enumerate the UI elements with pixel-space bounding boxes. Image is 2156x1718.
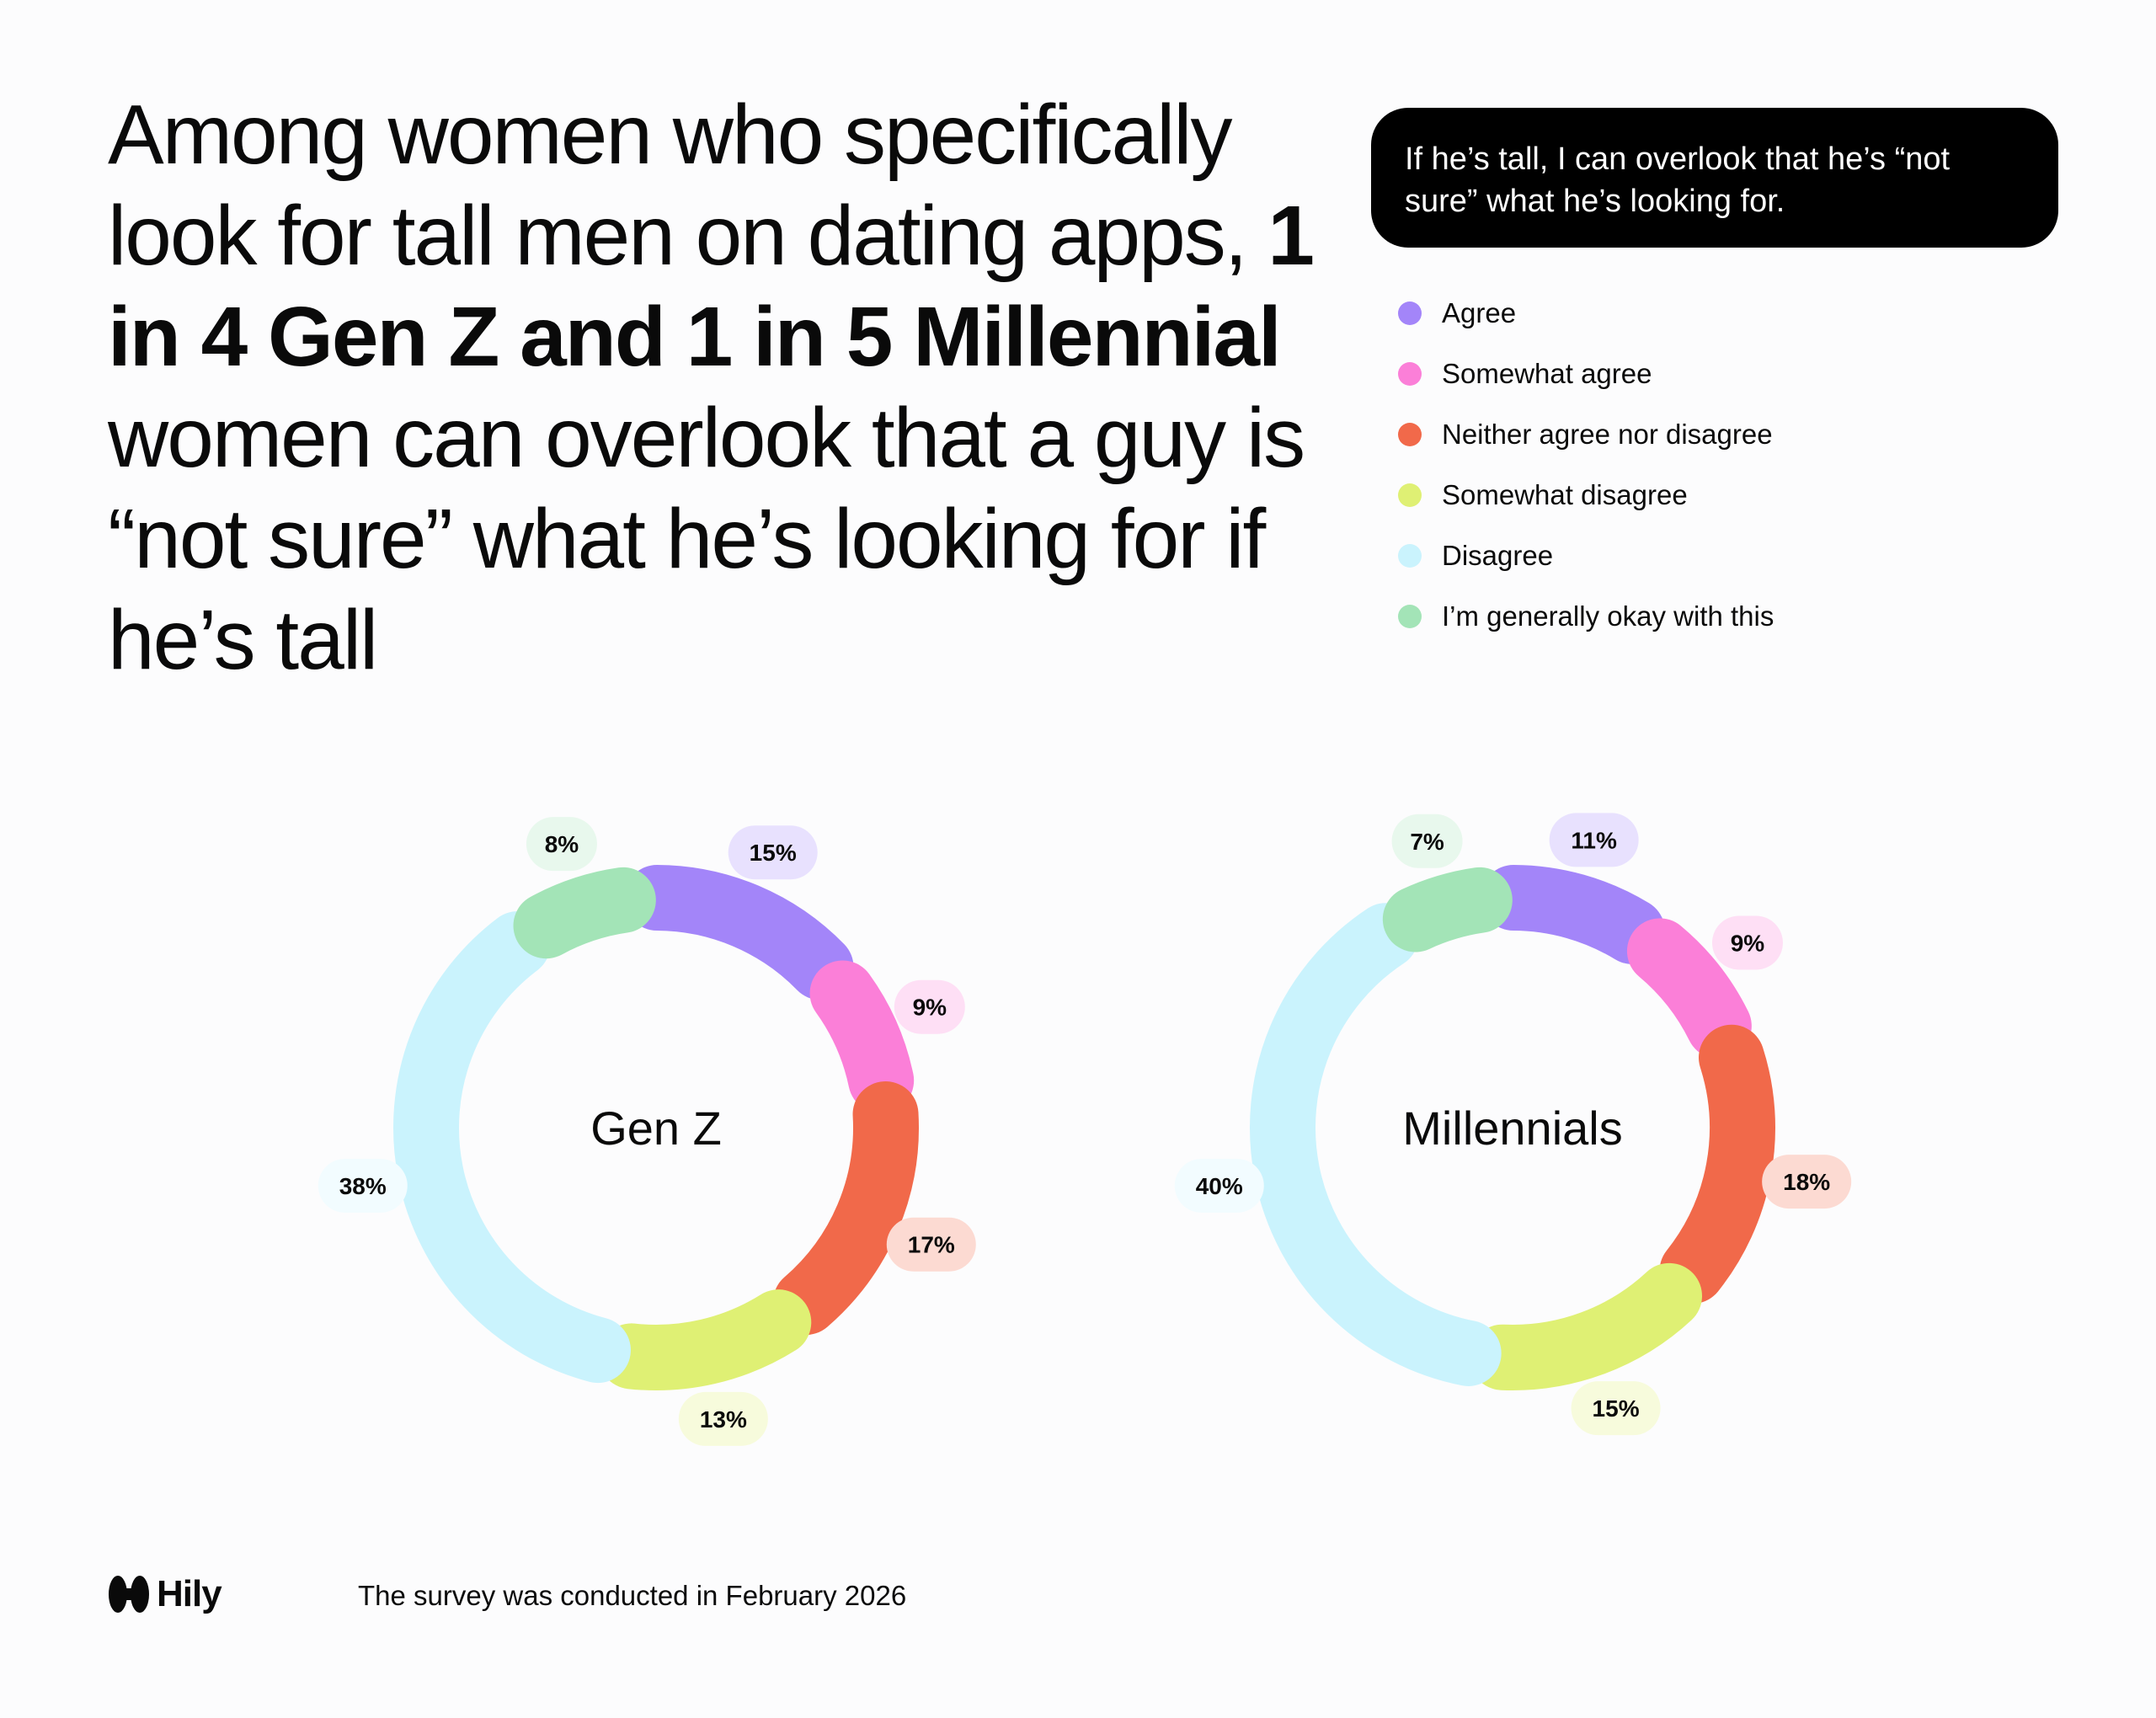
data-label-pill [1711, 915, 1783, 970]
data-label-pill [1174, 1158, 1264, 1213]
legend-label: Disagree [1442, 540, 1554, 571]
legend-item-agree: Agree [1398, 283, 1774, 344]
headline-part2: women can overlook that a guy is “not su… [108, 391, 1305, 687]
legend-dot [1398, 362, 1422, 386]
donut-segment [772, 1081, 919, 1336]
headline: Among women who specifically look for ta… [108, 84, 1337, 691]
data-label-pill [678, 1391, 768, 1446]
legend-label: Agree [1442, 297, 1517, 328]
donut-segment [1250, 903, 1502, 1386]
donut-segment [598, 1289, 812, 1390]
data-label: 15% [1593, 1395, 1640, 1422]
data-label-pill [886, 1217, 976, 1272]
legend-dot [1398, 423, 1422, 446]
data-label: 38% [339, 1173, 387, 1199]
data-label-pill [1571, 1381, 1661, 1436]
data-label-pill [318, 1158, 408, 1213]
donut-segment [393, 911, 631, 1384]
data-label: 11% [1571, 827, 1617, 853]
legend-dot [1398, 301, 1422, 325]
legend-dot [1398, 605, 1422, 628]
legend-item-somewhat-agree: Somewhat agree [1398, 344, 1774, 404]
headline-bold: 1 in 4 Gen Z and 1 in 5 Millennial [108, 189, 1315, 384]
data-label-pill [894, 979, 965, 1034]
donut-segment [1659, 1024, 1775, 1305]
legend-item-somewhat-disagree: Somewhat disagree [1398, 465, 1774, 526]
data-label-pill [1549, 813, 1639, 867]
data-label: 17% [908, 1232, 955, 1258]
chart-title: Gen Z [590, 1102, 722, 1155]
donut-segment [1481, 865, 1666, 964]
data-label: 9% [1731, 930, 1765, 956]
chart-title: Millennials [1402, 1102, 1622, 1155]
legend-item-neither: Neither agree nor disagree [1398, 404, 1774, 465]
legend-label: Somewhat disagree [1442, 479, 1688, 510]
hily-logo: Hily [108, 1573, 222, 1615]
hily-logo-icon [109, 1576, 149, 1613]
legend-item-disagree: Disagree [1398, 526, 1774, 586]
data-label: 8% [545, 831, 579, 857]
data-label-pill [526, 817, 597, 872]
legend-dot [1398, 544, 1422, 568]
donut-segment [513, 867, 656, 959]
data-label-pill [1762, 1155, 1852, 1209]
donut-segment [1469, 1262, 1703, 1390]
legend-label: Somewhat agree [1442, 358, 1652, 389]
data-label: 13% [700, 1406, 747, 1433]
donut-segment [624, 865, 854, 1000]
data-label: 18% [1783, 1169, 1830, 1195]
data-label-pill [728, 825, 818, 880]
survey-note: The survey was conducted in February 202… [358, 1580, 907, 1611]
survey-question: If he’s tall, I can overlook that he’s “… [1371, 108, 2058, 248]
data-label: 7% [1410, 829, 1444, 855]
legend-item-generally-okay: I’m generally okay with this [1398, 586, 1774, 647]
donut-segment [1626, 918, 1752, 1059]
data-label: 15% [750, 840, 797, 866]
legend-dot [1398, 483, 1422, 507]
brand-name: Hily [157, 1573, 222, 1614]
legend-label: I’m generally okay with this [1442, 600, 1774, 632]
legend-label: Neither agree nor disagree [1442, 419, 1773, 450]
data-label: 9% [913, 995, 947, 1021]
legend: Agree Somewhat agree Neither agree nor d… [1398, 283, 1774, 647]
headline-part1: Among women who specifically look for ta… [108, 88, 1268, 283]
donut-segment [1382, 867, 1513, 952]
data-label-pill [1391, 814, 1463, 868]
data-label: 40% [1196, 1173, 1243, 1199]
donut-segment [809, 960, 915, 1113]
